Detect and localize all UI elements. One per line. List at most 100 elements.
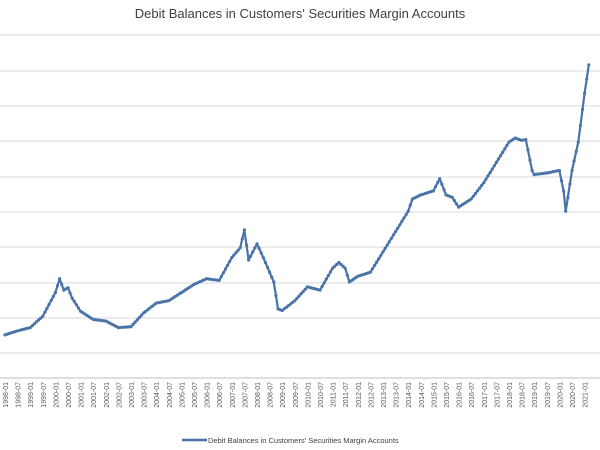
data-point (326, 273, 330, 278)
data-point (238, 246, 242, 250)
data-point (572, 159, 576, 163)
x-tick-label: 2013-07 (394, 382, 401, 408)
x-tick-label: 2015-01 (431, 382, 438, 408)
data-point (431, 189, 435, 193)
data-point (72, 299, 76, 304)
data-point (255, 242, 259, 246)
data-point (303, 287, 307, 291)
data-point (51, 294, 55, 299)
data-point (391, 233, 396, 237)
data-point (375, 260, 379, 264)
data-point (53, 291, 58, 295)
data-point (438, 177, 442, 181)
x-tick-label: 2018-07 (520, 382, 527, 408)
x-tick-label: 2016-07 (469, 382, 476, 408)
data-point (37, 318, 41, 322)
x-tick-label: 2000-01 (53, 382, 60, 408)
data-point (240, 237, 244, 241)
x-tick-label: 2019-07 (545, 382, 552, 408)
data-point (381, 250, 385, 254)
data-point (337, 260, 341, 265)
data-point (454, 202, 459, 206)
data-point (442, 187, 446, 192)
data-point (272, 280, 276, 284)
x-tick-label: 2004-07 (167, 382, 174, 408)
data-point (496, 157, 501, 161)
data-point (295, 296, 299, 300)
data-point (257, 246, 261, 250)
x-tick-label: 2012-01 (356, 382, 363, 408)
data-point (253, 246, 257, 250)
data-point (47, 302, 51, 306)
x-tick-label: 2009-01 (280, 382, 287, 408)
data-point (32, 322, 37, 326)
data-point (263, 260, 267, 265)
data-point (475, 189, 480, 193)
data-point (259, 251, 263, 255)
data-point (137, 315, 141, 320)
data-point (268, 270, 272, 274)
data-point (471, 194, 475, 198)
data-point (261, 256, 265, 260)
x-tick-label: 2006-07 (217, 382, 224, 408)
data-point (406, 209, 410, 213)
data-point (440, 182, 444, 186)
x-tick-label: 2006-01 (205, 382, 212, 408)
x-tick-label: 2003-01 (129, 382, 136, 408)
data-point (339, 262, 343, 266)
data-point (39, 316, 43, 320)
data-point (400, 219, 404, 223)
x-axis-tick-labels: 1998-01 1998-07 1999-01 1999-07 2000-01 2000-… (3, 382, 590, 408)
data-point (505, 143, 509, 147)
data-point (331, 266, 335, 270)
data-point (328, 270, 333, 274)
data-point (370, 267, 375, 271)
data-point (530, 168, 534, 173)
x-tick-label: 2008-07 (268, 382, 275, 408)
x-tick-label: 2021-01 (583, 382, 590, 408)
data-point (524, 138, 528, 142)
data-point (242, 228, 246, 232)
data-point (324, 277, 328, 281)
data-point (503, 147, 507, 151)
data-point (587, 63, 591, 67)
data-point (490, 167, 494, 171)
x-tick-label: 2020-07 (570, 382, 577, 408)
data-point (396, 226, 400, 230)
data-point (557, 168, 562, 173)
data-point (49, 298, 53, 302)
series-line (4, 64, 590, 336)
x-tick-label: 1998-07 (16, 382, 23, 408)
x-tick-label: 2009-07 (293, 382, 300, 408)
data-point (293, 299, 297, 303)
x-tick-label: 2015-07 (444, 382, 451, 408)
data-point (486, 174, 490, 178)
data-point (578, 124, 583, 128)
data-point (299, 292, 303, 296)
series-layer (3, 63, 591, 337)
data-point (60, 282, 64, 286)
data-point (398, 223, 402, 227)
x-tick-label: 2010-07 (318, 382, 325, 408)
x-tick-label: 2007-07 (242, 382, 249, 408)
data-point (583, 91, 587, 95)
data-point (494, 160, 498, 164)
data-point (404, 213, 408, 217)
data-point (345, 273, 349, 277)
data-point (480, 183, 484, 187)
x-tick-label: 2003-07 (142, 382, 149, 408)
data-point (251, 250, 255, 254)
data-point (450, 195, 454, 199)
data-point (129, 325, 133, 329)
data-point (373, 263, 377, 267)
data-point (41, 314, 45, 318)
data-point (28, 326, 32, 330)
x-tick-label: 2001-07 (91, 382, 98, 408)
data-point (574, 149, 578, 154)
x-tick-label: 2014-01 (406, 382, 413, 408)
data-point (473, 192, 477, 196)
data-point (265, 265, 270, 269)
data-point (585, 77, 589, 81)
data-point (274, 293, 278, 297)
